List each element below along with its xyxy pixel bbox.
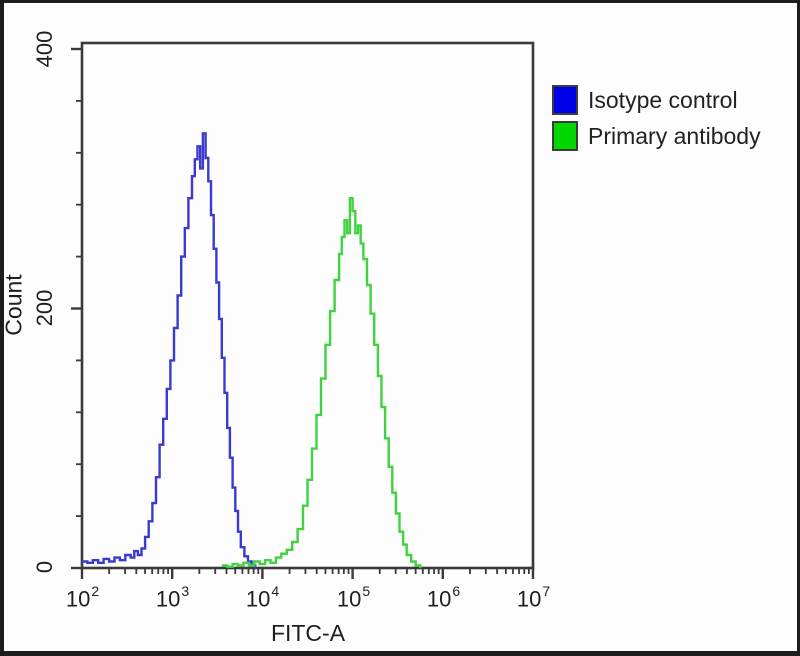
legend-item-isotype-control: Isotype control <box>552 84 761 115</box>
primary-antibody-swatch-icon <box>552 120 578 151</box>
x-tick-label-1e2: 102 <box>65 583 100 612</box>
primary-antibody-curve <box>221 197 422 568</box>
legend-label: Primary antibody <box>588 122 761 149</box>
y-axis-title: Count <box>0 274 27 336</box>
y-tick-label-400: 400 <box>32 30 57 68</box>
x-axis-title: FITC-A <box>270 620 346 646</box>
legend-item-primary-antibody: Primary antibody <box>552 120 761 151</box>
y-tick-label-200: 200 <box>32 289 57 327</box>
legend: Isotype control Primary antibody <box>552 84 761 151</box>
x-tick-label-1e5: 105 <box>336 583 371 612</box>
x-tick-label-1e3: 103 <box>155 583 190 612</box>
x-tick-label-1e4: 104 <box>245 583 280 612</box>
isotype-control-swatch-icon <box>552 84 578 115</box>
legend-label: Isotype control <box>588 86 738 113</box>
x-tick-label-1e7: 107 <box>516 583 551 612</box>
isotype-control-curve <box>82 132 257 568</box>
axis-ticks <box>71 47 535 579</box>
x-tick-label-1e6: 106 <box>426 583 461 612</box>
plot-border <box>80 41 535 570</box>
y-tick-label-0: 0 <box>32 560 57 574</box>
histogram-curves <box>82 132 422 568</box>
